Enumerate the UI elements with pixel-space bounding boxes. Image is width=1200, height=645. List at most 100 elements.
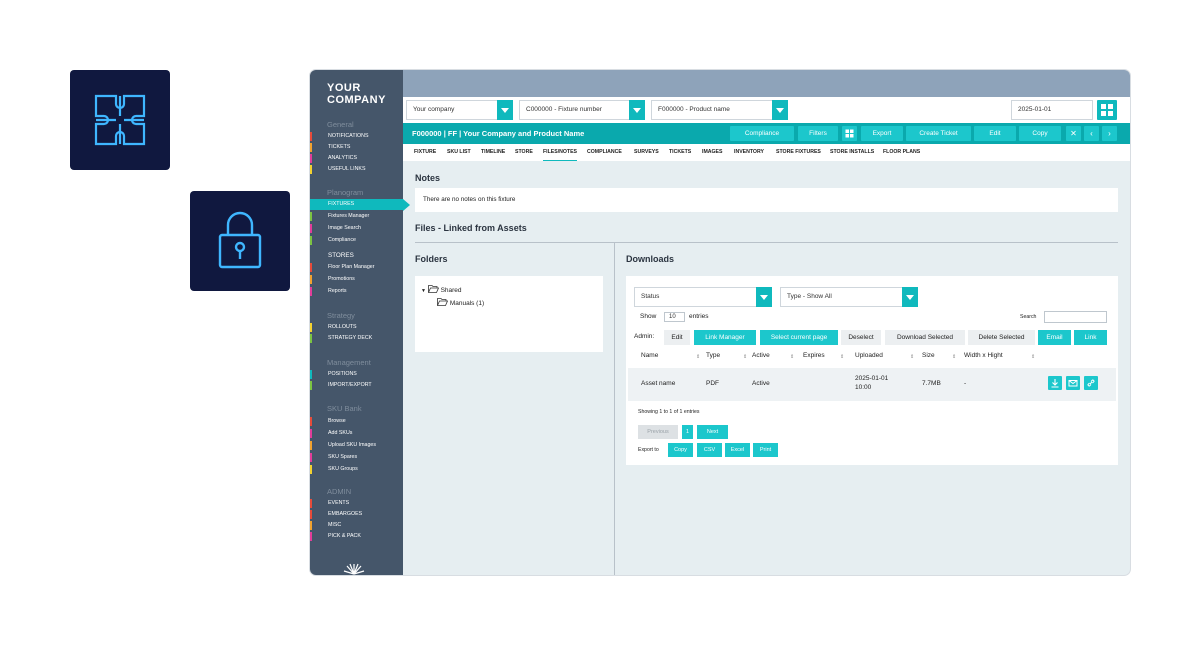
sidebar-item-sku-groups[interactable]: SKU Groups bbox=[310, 464, 403, 475]
color-bar bbox=[310, 154, 312, 163]
sidebar-item-rollouts[interactable]: ROLLOUTS bbox=[310, 322, 403, 333]
tab-surveys[interactable]: SURVEYS bbox=[634, 149, 659, 155]
folder-shared[interactable]: ▼ Shared bbox=[421, 285, 462, 294]
tab-timeline[interactable]: TIMELINE bbox=[481, 149, 506, 155]
fixture-select[interactable]: C000000 - Fixture number bbox=[519, 100, 645, 120]
column-header-type[interactable]: Type bbox=[706, 352, 721, 359]
tab-inventory[interactable]: INVENTORY bbox=[734, 149, 764, 155]
tab-store[interactable]: STORE bbox=[515, 149, 533, 155]
export-print-button[interactable]: Print bbox=[753, 443, 778, 457]
search-input[interactable] bbox=[1044, 311, 1107, 323]
sort-icon[interactable]: ⇕ bbox=[840, 354, 845, 360]
link-button[interactable]: Link bbox=[1074, 330, 1107, 345]
tab-sku-list[interactable]: SKU LIST bbox=[447, 149, 471, 155]
type-select[interactable]: Type - Show All bbox=[780, 287, 918, 307]
link-manager-button[interactable]: Link Manager bbox=[694, 330, 756, 345]
sidebar-item-pick-pack[interactable]: PICK & PACK bbox=[310, 531, 403, 542]
delete-selected-button[interactable]: Delete Selected bbox=[968, 330, 1035, 345]
tab-floor-plans[interactable]: FLOOR PLANS bbox=[883, 149, 921, 155]
sidebar-item-notifications[interactable]: NOTIFICATIONS bbox=[310, 131, 403, 142]
color-bar bbox=[310, 263, 312, 272]
email-row-button[interactable] bbox=[1066, 376, 1080, 390]
export-excel-button[interactable]: Excel bbox=[725, 443, 750, 457]
tab-compliance[interactable]: COMPLIANCE bbox=[587, 149, 622, 155]
folder-manuals[interactable]: Manuals (1) bbox=[436, 298, 485, 307]
sidebar-item-analytics[interactable]: ANALYTICS bbox=[310, 153, 403, 164]
sidebar-item-browse[interactable]: Browse bbox=[310, 416, 403, 427]
chevron-left-icon[interactable]: ‹ bbox=[1084, 126, 1099, 141]
folder-label: Manuals (1) bbox=[449, 300, 485, 307]
sort-icon[interactable]: ⇕ bbox=[743, 354, 748, 360]
export-csv-button[interactable]: CSV bbox=[697, 443, 722, 457]
export-copy-button[interactable]: Copy bbox=[668, 443, 693, 457]
column-header-name[interactable]: Name bbox=[641, 352, 659, 359]
column-header-active[interactable]: Active bbox=[752, 352, 770, 359]
sidebar-item-compliance[interactable]: Compliance bbox=[310, 235, 403, 246]
column-header-dimensions[interactable]: Width x Hight bbox=[964, 352, 1003, 359]
create-ticket-button[interactable]: Create Ticket bbox=[906, 126, 971, 141]
close-icon[interactable]: ✕ bbox=[1066, 126, 1081, 141]
sort-icon[interactable]: ⇕ bbox=[696, 354, 701, 360]
page-1-button[interactable]: 1 bbox=[682, 425, 693, 439]
compliance-button[interactable]: Compliance bbox=[730, 126, 794, 141]
sort-icon[interactable]: ⇕ bbox=[1031, 354, 1036, 360]
tab-store-installs[interactable]: STORE INSTALLS bbox=[830, 149, 875, 155]
filters-button[interactable]: Filters bbox=[798, 126, 838, 141]
next-page-button[interactable]: Next bbox=[697, 425, 728, 439]
tab-tickets[interactable]: TICKETS bbox=[669, 149, 692, 155]
download-selected-button[interactable]: Download Selected bbox=[885, 330, 965, 345]
sidebar-item-sku-spares[interactable]: SKU Spares bbox=[310, 452, 403, 463]
product-select[interactable]: F000000 - Product name bbox=[651, 100, 788, 120]
tab-store-fixtures[interactable]: STORE FIXTURES bbox=[776, 149, 821, 155]
sidebar-item-embargoes[interactable]: EMBARGOES bbox=[310, 509, 403, 520]
download-button[interactable] bbox=[1048, 376, 1062, 390]
folder-open-icon bbox=[436, 298, 449, 306]
company-select[interactable]: Your company bbox=[406, 100, 513, 120]
deselect-button[interactable]: Deselect bbox=[841, 330, 881, 345]
sidebar-section-management: Management POSITIONS IMPORT/EXPORT bbox=[310, 357, 403, 391]
color-bar bbox=[310, 236, 312, 245]
previous-page-button[interactable]: Previous bbox=[638, 425, 678, 439]
sidebar-group-stores[interactable]: STORES bbox=[328, 252, 354, 259]
layout-grid-button[interactable] bbox=[842, 126, 857, 141]
export-button[interactable]: Export bbox=[861, 126, 903, 141]
sidebar-item-add-skus[interactable]: Add SKUs bbox=[310, 428, 403, 439]
sidebar-item-misc[interactable]: MISC bbox=[310, 520, 403, 531]
tab-images[interactable]: IMAGES bbox=[702, 149, 723, 155]
copy-button[interactable]: Copy bbox=[1019, 126, 1061, 141]
sidebar-item-promotions[interactable]: Promotions bbox=[310, 274, 403, 285]
sidebar-item-positions[interactable]: POSITIONS bbox=[310, 369, 403, 380]
sort-icon[interactable]: ⇕ bbox=[790, 354, 795, 360]
sidebar-item-strategy-deck[interactable]: STRATEGY DECK bbox=[310, 333, 403, 344]
sidebar-item-upload-sku-images[interactable]: Upload SKU Images bbox=[310, 440, 403, 451]
tab-fixture[interactable]: FIXTURE bbox=[414, 149, 437, 155]
column-header-uploaded[interactable]: Uploaded bbox=[855, 352, 883, 359]
email-button[interactable]: Email bbox=[1038, 330, 1071, 345]
table-row[interactable] bbox=[628, 368, 1116, 401]
sidebar-item-import-export[interactable]: IMPORT/EXPORT bbox=[310, 380, 403, 391]
sidebar-item-floor-plan-manager[interactable]: Floor Plan Manager bbox=[310, 262, 403, 273]
chevron-right-icon[interactable]: › bbox=[1102, 126, 1117, 141]
select-current-page-button[interactable]: Select current page bbox=[760, 330, 838, 345]
sidebar-item-tickets[interactable]: TICKETS bbox=[310, 142, 403, 153]
sort-icon[interactable]: ⇕ bbox=[910, 354, 915, 360]
sort-icon[interactable]: ⇕ bbox=[952, 354, 957, 360]
sidebar-item-useful-links[interactable]: USEFUL LINKS bbox=[310, 164, 403, 175]
admin-edit-button[interactable]: Edit bbox=[664, 330, 690, 345]
sidebar-item-fixtures[interactable]: FIXTURES bbox=[310, 199, 410, 211]
sidebar-item-image-search[interactable]: Image Search bbox=[310, 223, 403, 234]
date-field[interactable]: 2025-01-01 bbox=[1011, 100, 1093, 120]
tab-files-notes[interactable]: FILES/NOTES bbox=[543, 144, 578, 161]
sidebar-item-events[interactable]: EVENTS bbox=[310, 498, 403, 509]
grid-view-button[interactable] bbox=[1097, 100, 1117, 120]
copy-link-button[interactable] bbox=[1084, 376, 1098, 390]
sidebar-item-fixtures-manager[interactable]: Fixtures Manager bbox=[310, 211, 403, 222]
color-bar bbox=[310, 429, 312, 438]
entries-per-page-select[interactable]: 10 bbox=[664, 312, 685, 322]
folder-open-icon bbox=[427, 285, 439, 293]
column-header-size[interactable]: Size bbox=[922, 352, 935, 359]
edit-button[interactable]: Edit bbox=[974, 126, 1016, 141]
column-header-expires[interactable]: Expires bbox=[803, 352, 825, 359]
sidebar-item-reports[interactable]: Reports bbox=[310, 286, 403, 297]
status-select[interactable]: Status bbox=[634, 287, 772, 307]
